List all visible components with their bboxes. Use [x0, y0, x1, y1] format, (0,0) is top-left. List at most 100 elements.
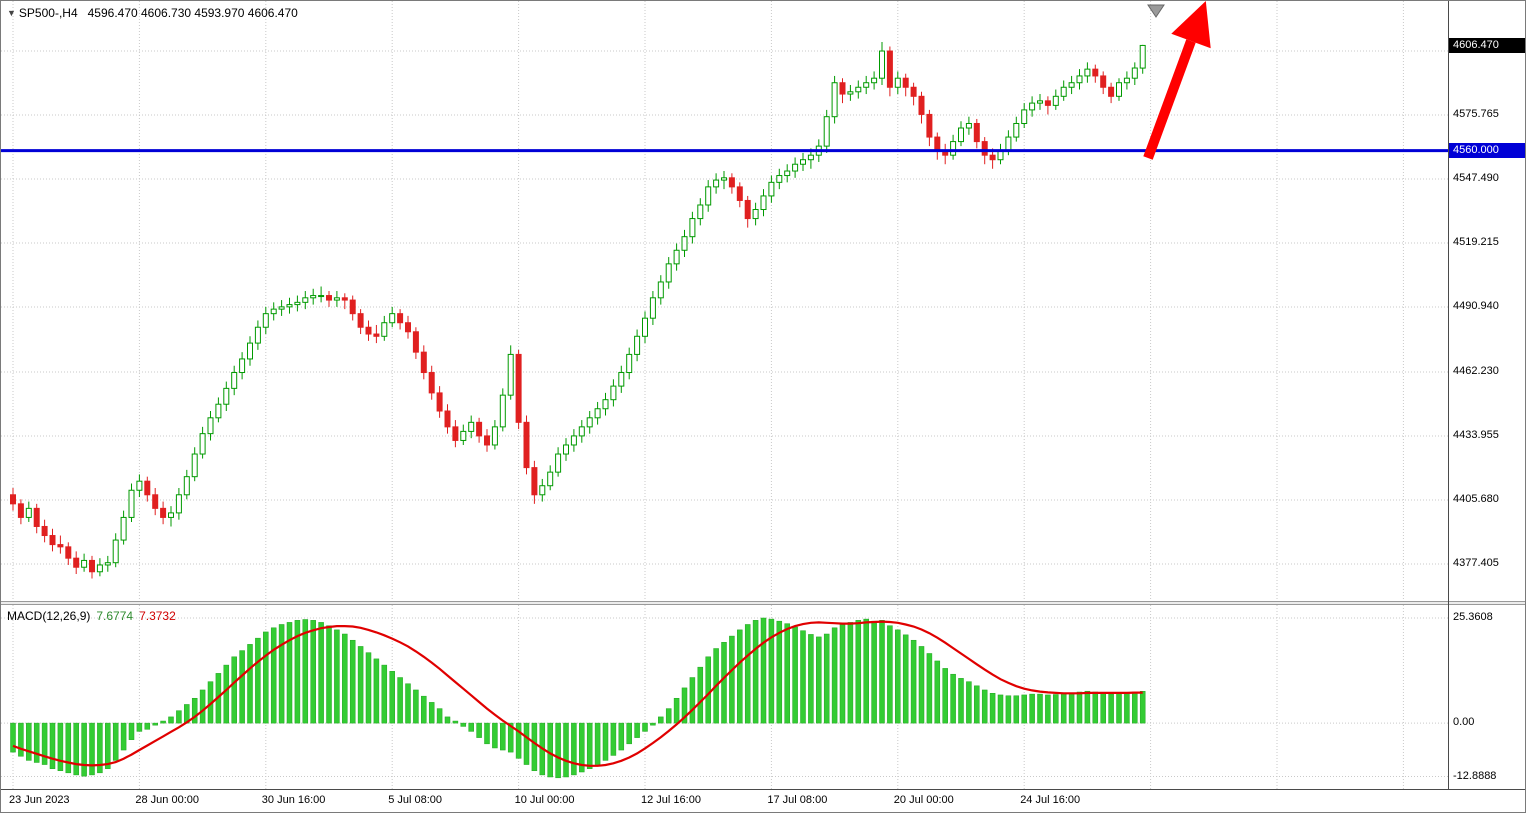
price-axis[interactable]: 4575.765 4547.490 4519.215 4490.940 4462.230…: [1449, 1, 1525, 789]
candle: [294, 295, 301, 312]
price-tag: 4606.470: [1449, 37, 1525, 53]
candle: [831, 75, 838, 124]
macd-bar: [223, 664, 230, 724]
macd-bar: [357, 646, 364, 724]
candle: [1092, 64, 1099, 83]
candle: [1131, 62, 1138, 85]
candle: [894, 71, 901, 95]
macd-bar: [910, 639, 917, 724]
macd-bar: [152, 722, 158, 726]
macd-bar: [112, 722, 119, 761]
axis-tick-label: 4519.215: [1453, 235, 1499, 248]
macd-bar: [65, 722, 72, 774]
macd-bar: [1053, 694, 1059, 724]
macd-bar: [349, 639, 356, 724]
macd-bar: [436, 708, 443, 724]
macd-bar: [57, 722, 64, 772]
macd-bar: [1013, 695, 1020, 724]
candle: [863, 75, 870, 95]
trend-arrow-head[interactable]: [1171, 1, 1211, 49]
candle: [436, 386, 443, 418]
macd-signal-line: [12, 620, 1143, 767]
macd-bar: [744, 624, 751, 724]
macd-bar: [326, 625, 332, 724]
macd-bar: [492, 722, 498, 749]
candle: [681, 229, 688, 258]
macd-bar: [413, 689, 419, 724]
candle: [326, 291, 332, 307]
time-axis-label: 30 Jun 16:00: [261, 794, 326, 806]
panel-splitter[interactable]: [1, 601, 1525, 605]
macd-bar: [318, 622, 324, 724]
macd-bar: [523, 722, 530, 765]
candle: [1108, 82, 1115, 104]
candle: [89, 555, 95, 579]
main-chart-canvas[interactable]: [1, 1, 1448, 603]
candle: [452, 420, 459, 448]
trend-arrow-shaft[interactable]: [1143, 39, 1196, 160]
candle: [673, 243, 680, 271]
macd-bar: [673, 697, 680, 724]
candle: [1068, 75, 1075, 95]
candle: [515, 349, 522, 430]
price-tag: 4560.000: [1449, 143, 1525, 159]
macd-bar: [1139, 691, 1146, 724]
candlestick-chart[interactable]: [1, 1, 1448, 603]
candle: [223, 381, 230, 412]
macd-bar: [231, 656, 237, 724]
macd-bar: [397, 677, 403, 724]
candle: [183, 469, 190, 500]
chart-ohlc-header: ▼ SP500-,H4 4596.470 4606.730 4593.970 460…: [7, 6, 298, 20]
macd-bar: [1092, 691, 1099, 724]
macd-bar: [89, 722, 95, 776]
macd-bar: [168, 716, 174, 724]
macd-bar: [1108, 693, 1114, 724]
macd-bar: [515, 722, 522, 759]
candle: [965, 116, 972, 135]
time-axis-label: 12 Jul 16:00: [641, 794, 701, 806]
candle: [239, 352, 246, 380]
macd-bar: [792, 626, 798, 724]
candle: [1084, 62, 1091, 83]
macd-bar: [784, 623, 790, 724]
candle: [760, 189, 767, 217]
candle: [33, 503, 40, 534]
macd-bar: [697, 666, 704, 724]
candle: [728, 173, 735, 194]
candle: [333, 291, 340, 307]
macd-bar: [1132, 691, 1138, 724]
candle: [420, 345, 427, 380]
macd-bar: [342, 633, 348, 724]
candle: [25, 501, 32, 522]
candle: [168, 506, 174, 527]
time-axis[interactable]: 23 Jun 2023 28 Jun 00:00 30 Jun 16:00 5 Jul…: [1, 790, 1448, 812]
candle: [41, 519, 48, 543]
axis-tick-label: 4405.680: [1453, 493, 1499, 506]
macd-bar: [658, 716, 664, 724]
candle: [104, 555, 111, 572]
candle: [1139, 44, 1146, 74]
macd-bar: [760, 617, 767, 724]
time-axis-label: 17 Jul 08:00: [767, 794, 828, 806]
candle: [397, 309, 404, 330]
candle: [231, 365, 238, 396]
macd-panel-canvas[interactable]: [1, 605, 1448, 789]
macd-axis[interactable]: 25.3608 0.00 -12.8888: [1449, 605, 1525, 789]
candle: [784, 164, 791, 183]
macd-bar: [650, 722, 656, 726]
macd-bar: [989, 693, 996, 724]
candle: [1029, 96, 1036, 117]
candle: [1100, 71, 1107, 95]
candle: [1052, 89, 1059, 110]
macd-bar: [942, 668, 948, 724]
top-marker-icon[interactable]: [1147, 4, 1165, 18]
macd-bar: [49, 722, 56, 769]
macd-indicator-chart[interactable]: [1, 605, 1448, 789]
macd-bar: [602, 722, 609, 761]
macd-bar: [729, 635, 735, 724]
candle: [1013, 116, 1020, 142]
candle: [310, 288, 317, 305]
macd-bar: [776, 620, 783, 724]
candle: [697, 198, 704, 226]
macd-bar: [618, 722, 625, 751]
